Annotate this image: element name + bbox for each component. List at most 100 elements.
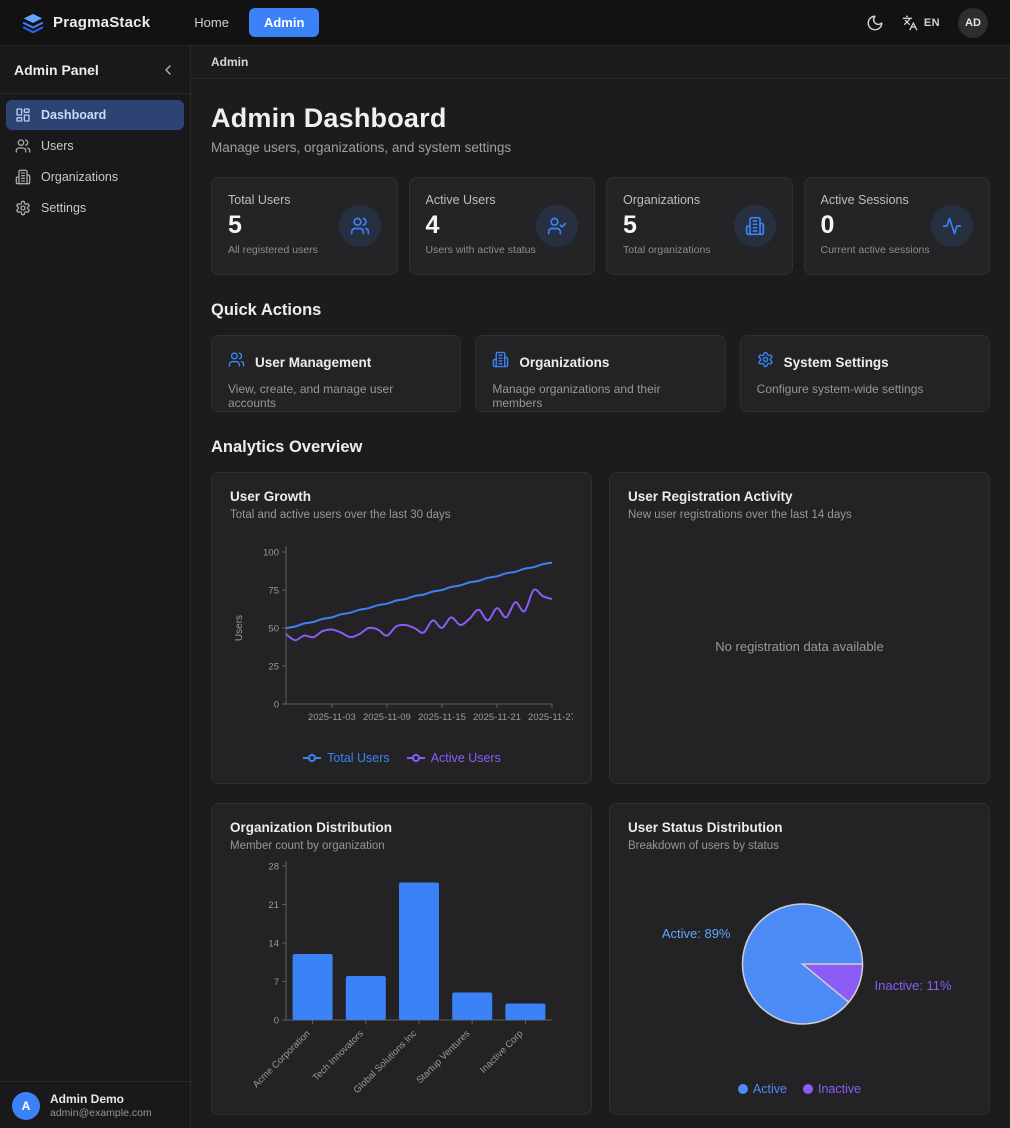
svg-text:7: 7 bbox=[274, 977, 279, 988]
user-avatar-button[interactable]: AD bbox=[958, 7, 988, 38]
svg-text:75: 75 bbox=[268, 586, 279, 597]
chart-subtitle: Total and active users over the last 30 … bbox=[230, 509, 451, 521]
stat-value: 5 bbox=[228, 211, 242, 239]
svg-text:2025-11-21: 2025-11-21 bbox=[473, 712, 521, 723]
legend-label: Inactive bbox=[817, 1082, 862, 1096]
breadcrumb-bar: Admin bbox=[191, 46, 1010, 79]
quick-actions-heading: Quick Actions bbox=[211, 301, 322, 319]
sidebar-item-organizations[interactable]: Organizations bbox=[6, 162, 184, 192]
analytics-heading: Analytics Overview bbox=[211, 438, 363, 456]
brand-logo[interactable]: PragmaStack bbox=[22, 12, 150, 34]
chart-title: Organization Distribution bbox=[230, 820, 392, 835]
sidebar-user-footer[interactable]: A Admin Demo admin@example.com bbox=[0, 1080, 190, 1128]
stat-card-organizations: Organizations 5 Total organizations bbox=[606, 177, 793, 275]
admin-sidebar: Admin Panel Dashboard Users Organization… bbox=[0, 46, 191, 1128]
nav-link-home[interactable]: Home bbox=[194, 15, 229, 30]
legend-active: Active bbox=[737, 1082, 787, 1096]
action-card-system-settings[interactable]: System Settings Configure system-wide se… bbox=[739, 335, 990, 412]
bar-inactive-corp bbox=[505, 1003, 546, 1020]
action-description: Manage organizations and their members bbox=[492, 382, 661, 410]
page-subtitle: Manage users, organizations, and system … bbox=[211, 140, 512, 155]
svg-text:2025-11-27: 2025-11-27 bbox=[528, 712, 573, 723]
page-title: Admin Dashboard bbox=[211, 103, 447, 133]
breadcrumb[interactable]: Admin bbox=[211, 55, 249, 69]
chart-subtitle: Member count by organization bbox=[230, 840, 385, 852]
sidebar-item-dashboard[interactable]: Dashboard bbox=[6, 100, 184, 130]
action-title: Organizations bbox=[519, 354, 610, 370]
building-icon bbox=[733, 205, 776, 247]
svg-text:Acme Corporation: Acme Corporation bbox=[251, 1028, 313, 1090]
user-status-pie-chart: Active: 89% Inactive: 11% bbox=[628, 852, 971, 1080]
sidebar-nav: Dashboard Users Organizations Settings bbox=[0, 94, 190, 229]
chart-card-user-status: User Status Distribution Breakdown of us… bbox=[609, 803, 990, 1115]
bar-startup-ventures bbox=[452, 992, 493, 1020]
stat-label: Active Users bbox=[425, 193, 496, 207]
organization-distribution-chart: 0 7 14 21 28 Acme Corporation Tech Innovators G… bbox=[230, 852, 573, 1102]
chart-subtitle: New user registrations over the last 14 … bbox=[628, 509, 852, 521]
svg-text:Startup Ventures: Startup Ventures bbox=[414, 1028, 472, 1086]
stat-description: Current active sessions bbox=[820, 244, 930, 256]
user-email: admin@example.com bbox=[50, 1106, 152, 1119]
brand-name: PragmaStack bbox=[53, 14, 151, 31]
stats-row: Total Users 5 All registered users Activ… bbox=[211, 177, 990, 275]
line-chart-legend: Total Users Active Users bbox=[230, 749, 573, 771]
legend-label: Total Users bbox=[327, 751, 390, 765]
user-avatar: A bbox=[12, 1091, 40, 1120]
chart-title: User Registration Activity bbox=[628, 489, 793, 504]
pie-chart-legend: Active Inactive bbox=[628, 1080, 971, 1102]
svg-text:2025-11-03: 2025-11-03 bbox=[308, 712, 356, 723]
action-card-user-management[interactable]: User Management View, create, and manage… bbox=[211, 335, 462, 412]
chart-subtitle: Breakdown of users by status bbox=[628, 840, 779, 852]
stat-card-active-users: Active Users 4 Users with active status bbox=[408, 177, 595, 275]
top-navbar: PragmaStack Home Admin EN AD bbox=[0, 0, 1010, 46]
stat-card-active-sessions: Active Sessions 0 Current active session… bbox=[803, 177, 990, 275]
svg-text:14: 14 bbox=[268, 939, 279, 950]
legend-label: Active bbox=[752, 1082, 787, 1096]
stat-label: Total Users bbox=[228, 193, 291, 207]
chart-card-user-growth: User Growth Total and active users over … bbox=[211, 472, 592, 784]
settings-gear-icon bbox=[757, 351, 774, 373]
users-icon bbox=[338, 205, 381, 247]
dashboard-icon bbox=[15, 107, 31, 123]
legend-dot-icon bbox=[802, 1084, 813, 1094]
main-nav: Home Admin bbox=[184, 8, 320, 37]
sidebar-item-label: Organizations bbox=[41, 170, 119, 184]
chart-title: User Status Distribution bbox=[628, 820, 783, 835]
action-description: Configure system-wide settings bbox=[756, 382, 924, 396]
action-title: System Settings bbox=[783, 354, 889, 370]
sidebar-item-label: Users bbox=[41, 139, 74, 153]
legend-total-users: Total Users bbox=[302, 751, 390, 765]
stat-card-total-users: Total Users 5 All registered users bbox=[211, 177, 398, 275]
user-growth-chart: 0 25 50 75 100 2025-11-03 2025-11-09 2025-11-15… bbox=[230, 521, 573, 749]
user-check-icon bbox=[536, 205, 578, 247]
chart-card-organization-distribution: Organization Distribution Member count b… bbox=[211, 803, 592, 1115]
sidebar-item-settings[interactable]: Settings bbox=[6, 193, 184, 223]
sidebar-item-users[interactable]: Users bbox=[6, 131, 184, 161]
sidebar-header: Admin Panel bbox=[0, 46, 190, 94]
svg-text:0: 0 bbox=[274, 700, 279, 711]
stat-description: Total organizations bbox=[623, 244, 711, 256]
theme-toggle-moon-icon[interactable] bbox=[866, 14, 884, 32]
page-content: Admin Dashboard Manage users, organizati… bbox=[191, 79, 1010, 1128]
svg-text:2025-11-09: 2025-11-09 bbox=[363, 712, 411, 723]
language-switcher[interactable]: EN bbox=[902, 15, 940, 31]
action-card-organizations[interactable]: Organizations Manage organizations and t… bbox=[475, 335, 726, 412]
nav-link-admin[interactable]: Admin bbox=[248, 8, 320, 37]
sidebar-collapse-chevron-icon[interactable] bbox=[160, 62, 176, 78]
svg-text:100: 100 bbox=[263, 548, 279, 559]
stat-value: 0 bbox=[820, 211, 835, 239]
pie-chart-svg: Active: 89% Inactive: 11% bbox=[662, 903, 953, 1025]
sidebar-item-label: Dashboard bbox=[41, 108, 107, 122]
building-icon bbox=[15, 169, 31, 185]
svg-text:25: 25 bbox=[268, 662, 279, 673]
stat-value: 5 bbox=[623, 211, 637, 239]
legend-active-users: Active Users bbox=[406, 751, 501, 765]
legend-dot-icon bbox=[737, 1084, 748, 1094]
main-area: Admin Admin Dashboard Manage users, orga… bbox=[191, 46, 1010, 1128]
bar-global-solutions-inc bbox=[399, 882, 439, 1020]
pie-label-inactive: Inactive: 11% bbox=[875, 978, 953, 993]
empty-state-message: No registration data available bbox=[715, 638, 884, 654]
svg-text:28: 28 bbox=[268, 862, 279, 873]
stat-value: 4 bbox=[425, 211, 440, 239]
